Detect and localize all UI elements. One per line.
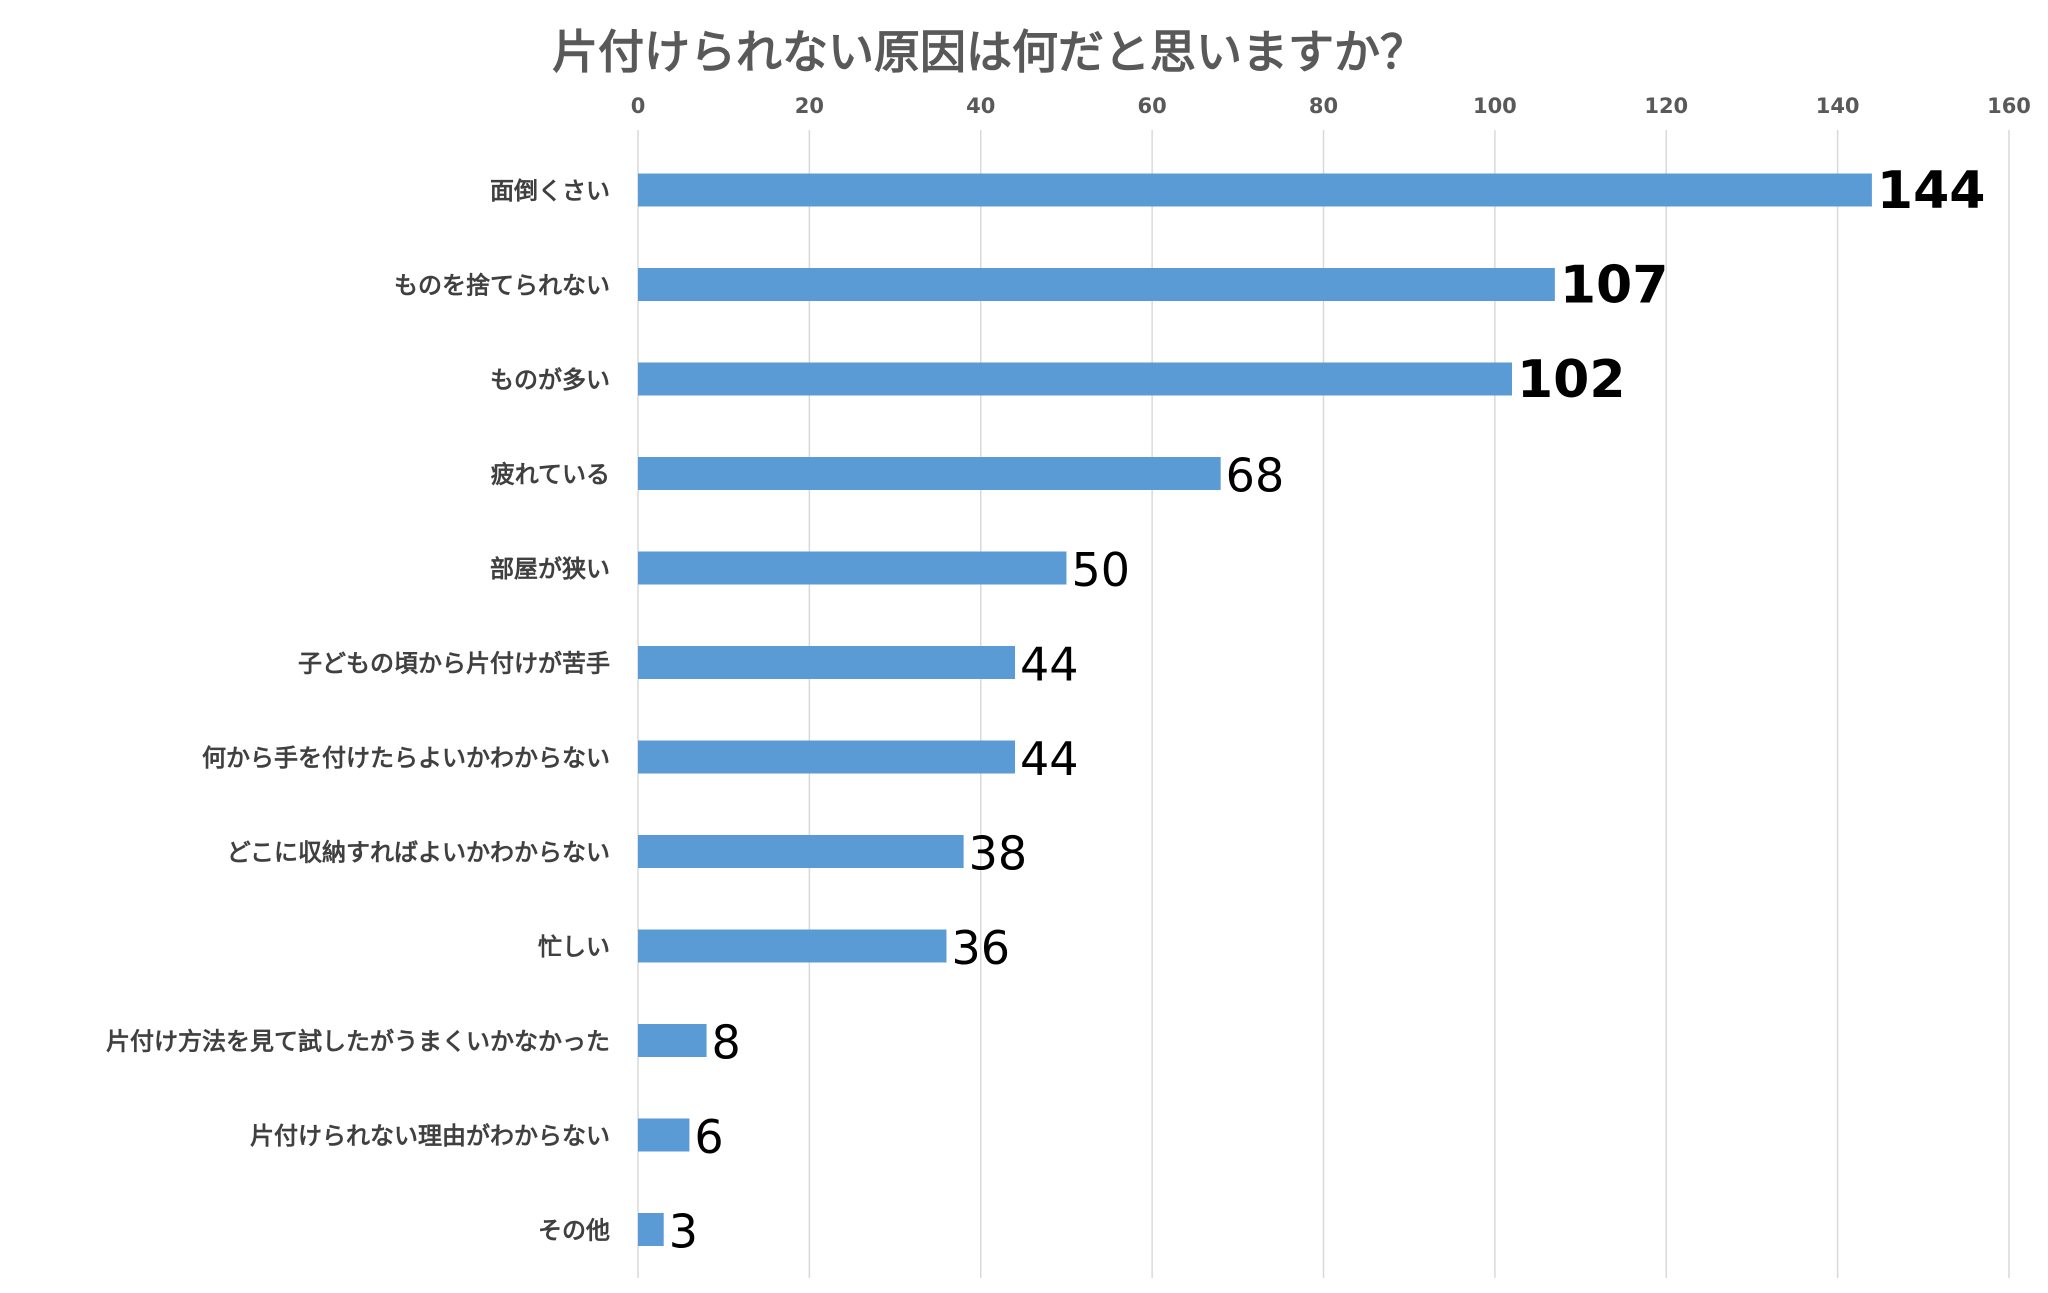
- x-tick-label: 20: [795, 94, 824, 118]
- bar: [638, 551, 1067, 585]
- grid-lines: [637, 130, 2010, 1278]
- bar: [638, 740, 1016, 774]
- x-tick-label: 60: [1138, 94, 1167, 118]
- value-label: 44: [1020, 638, 1079, 692]
- value-labels: 144 107 102 68 50 44 44 38 36 8 6 3: [669, 161, 1986, 1259]
- bar: [638, 457, 1221, 490]
- category-label: その他: [538, 1217, 610, 1245]
- category-label: 忙しい: [538, 933, 610, 961]
- x-tick-label: 80: [1309, 94, 1338, 118]
- bar: [638, 1024, 707, 1057]
- category-label: 何から手を付けたらよいかわからない: [202, 744, 610, 772]
- category-label: どこに収納すればよいかわからない: [227, 839, 610, 867]
- category-label: 片付けられない理由がわからない: [250, 1122, 610, 1150]
- value-label: 107: [1560, 256, 1669, 316]
- value-label: 68: [1226, 449, 1285, 503]
- category-label: 子どもの頃から片付けが苦手: [298, 650, 610, 678]
- value-label: 144: [1877, 161, 1986, 221]
- bar: [638, 173, 1872, 207]
- category-label: 面倒くさい: [490, 177, 610, 205]
- category-labels: 面倒くさいものを捨てられないものが多い疲れている部屋が狭い子どもの頃から片付けが…: [106, 177, 610, 1245]
- x-tick-label: 100: [1473, 94, 1517, 118]
- bar: [638, 835, 964, 868]
- bar: [638, 929, 947, 963]
- bars: [638, 173, 1872, 1246]
- x-tick-label: 120: [1644, 94, 1688, 118]
- category-label: 片付け方法を見て試したがうまくいかなかった: [106, 1028, 610, 1056]
- chart-title: 片付けられない原因は何だと思いますか？: [552, 25, 1426, 79]
- bar: [638, 1118, 690, 1152]
- x-axis-ticks: 0 20 40 60 80 100 120 140 160: [631, 94, 2031, 118]
- value-label: 38: [969, 827, 1028, 881]
- value-label: 44: [1020, 732, 1079, 786]
- x-tick-label: 0: [631, 94, 646, 118]
- bar: [638, 646, 1016, 679]
- x-tick-label: 160: [1987, 94, 2031, 118]
- value-label: 8: [712, 1016, 741, 1070]
- bar: [638, 362, 1513, 396]
- value-label: 36: [951, 921, 1010, 975]
- category-label: 疲れている: [491, 461, 610, 489]
- category-label: 部屋が狭い: [490, 555, 610, 583]
- x-tick-label: 40: [966, 94, 995, 118]
- value-label: 102: [1517, 350, 1626, 410]
- category-label: ものを捨てられない: [394, 272, 610, 300]
- category-label: ものが多い: [490, 366, 610, 394]
- bar: [638, 1213, 664, 1246]
- x-tick-label: 140: [1816, 94, 1860, 118]
- value-label: 6: [694, 1110, 723, 1164]
- value-label: 3: [669, 1205, 698, 1259]
- bar: [638, 268, 1555, 301]
- value-label: 50: [1071, 543, 1130, 597]
